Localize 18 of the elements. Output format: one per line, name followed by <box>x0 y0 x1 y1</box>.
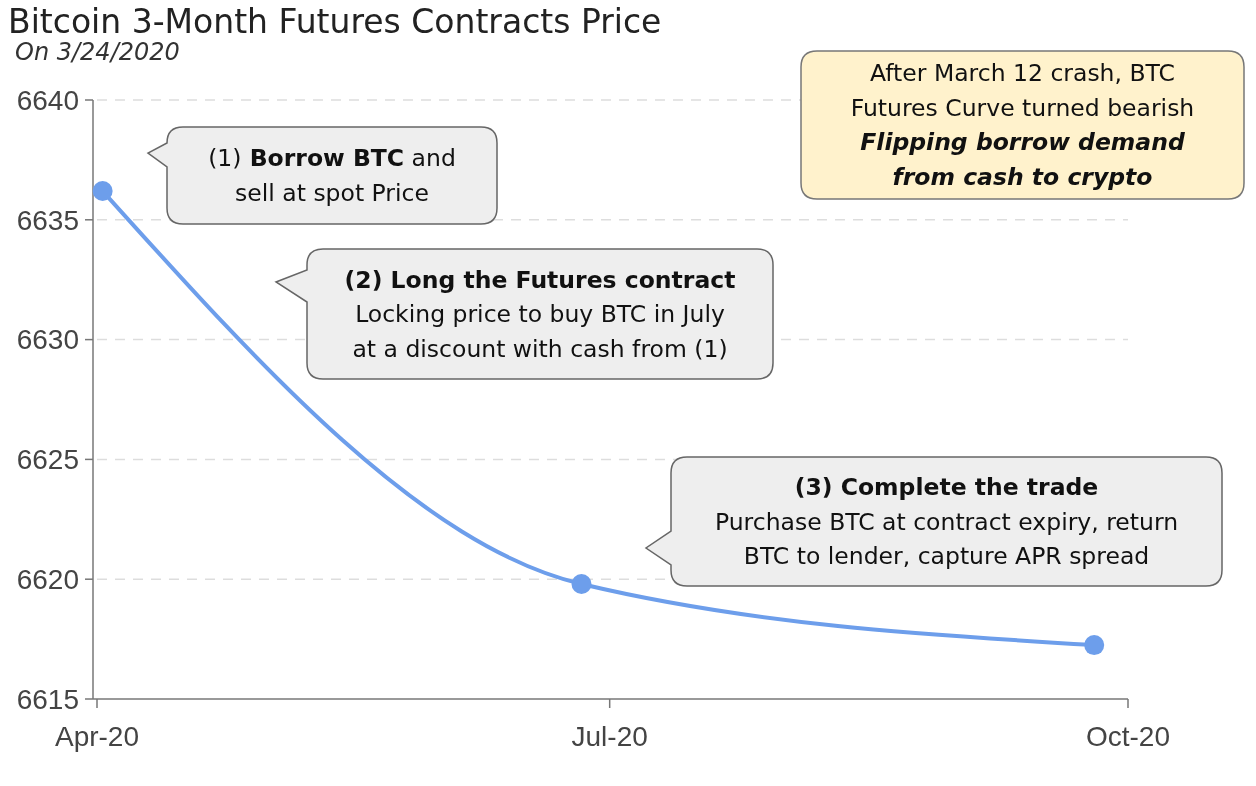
y-tick-label: 6625 <box>16 444 79 476</box>
point <box>1084 635 1105 656</box>
y-tick-label: 6620 <box>16 564 79 595</box>
x-tick-label: Oct-20 <box>1085 721 1171 752</box>
annotation: (2) Long the Futures contract Locking price to buy BTC in July at a discount with cash from (1) <box>344 265 736 363</box>
y-tick-label: 6640 <box>16 84 79 116</box>
chart-subtitle: On 3/24/2020 <box>15 38 180 66</box>
y-tick-label: 6635 <box>16 204 79 236</box>
x-tick-label: Apr-20 <box>54 721 140 752</box>
y-tick-label: 6630 <box>16 324 79 356</box>
annotation: (1) Borrow BTC and sell at spot Price <box>208 144 456 207</box>
x-tick-label: Jul-20 <box>571 721 648 752</box>
y-tick-label: 6615 <box>16 683 79 715</box>
annotation: (3) Complete the trade Purchase BTC at contract expiry, return BTC to lender, capture APR spread <box>714 473 1179 570</box>
chart-title: Bitcoin 3-Month Futures Contracts Price <box>8 2 662 41</box>
point <box>92 181 113 202</box>
annotation: After March 12 crash, BTC Futures Curve turned bearish Flipping borrow demand from cash to crypto <box>850 59 1195 191</box>
point <box>571 573 592 594</box>
